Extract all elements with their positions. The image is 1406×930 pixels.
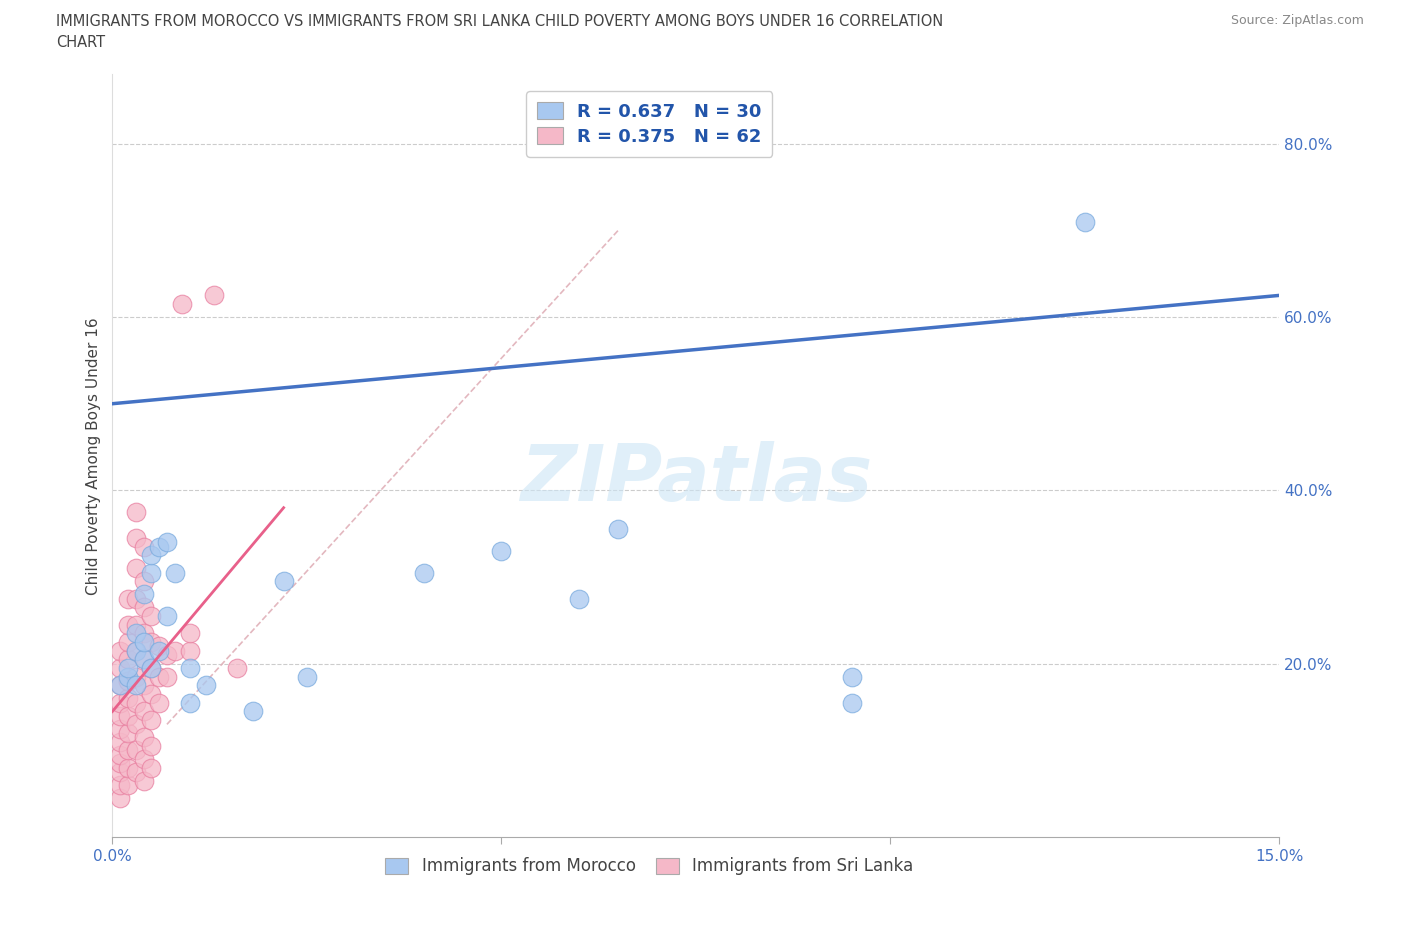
Point: [148, 539, 170, 554]
Point: [141, 548, 163, 563]
Point: [125, 644, 148, 658]
Point: [163, 565, 186, 580]
Point: [110, 790, 132, 805]
Point: [295, 670, 318, 684]
Point: [110, 678, 132, 693]
Point: [242, 704, 264, 719]
Point: [141, 660, 163, 675]
Point: [132, 652, 155, 667]
Point: [117, 725, 139, 740]
Point: [125, 531, 148, 546]
Point: [273, 574, 295, 589]
Point: [132, 773, 155, 788]
Point: [132, 678, 155, 693]
Point: [117, 673, 139, 688]
Point: [110, 777, 132, 792]
Point: [110, 722, 132, 737]
Point: [226, 660, 249, 675]
Y-axis label: Child Poverty Among Boys Under 16: Child Poverty Among Boys Under 16: [86, 317, 101, 594]
Point: [148, 696, 170, 711]
Point: [125, 717, 148, 732]
Point: [110, 660, 132, 675]
Point: [132, 652, 155, 667]
Point: [117, 743, 139, 758]
Point: [141, 660, 163, 675]
Point: [117, 777, 139, 792]
Point: [117, 660, 139, 675]
Point: [132, 626, 155, 641]
Point: [841, 670, 863, 684]
Point: [117, 691, 139, 706]
Point: [110, 747, 132, 762]
Point: [117, 709, 139, 724]
Point: [117, 652, 139, 667]
Point: [1074, 214, 1097, 229]
Point: [125, 696, 148, 711]
Point: [125, 626, 148, 641]
Text: Source: ZipAtlas.com: Source: ZipAtlas.com: [1230, 14, 1364, 27]
Point: [110, 678, 132, 693]
Point: [156, 670, 179, 684]
Point: [141, 565, 163, 580]
Point: [841, 696, 863, 711]
Point: [179, 660, 201, 675]
Point: [141, 634, 163, 649]
Point: [156, 535, 179, 550]
Point: [132, 634, 155, 649]
Point: [141, 608, 163, 623]
Point: [125, 764, 148, 779]
Point: [156, 608, 179, 623]
Point: [132, 574, 155, 589]
Point: [132, 730, 155, 745]
Point: [125, 505, 148, 520]
Point: [141, 712, 163, 727]
Point: [132, 539, 155, 554]
Point: [148, 644, 170, 658]
Point: [163, 644, 186, 658]
Point: [132, 751, 155, 766]
Point: [110, 644, 132, 658]
Point: [179, 696, 201, 711]
Point: [141, 686, 163, 701]
Point: [132, 600, 155, 615]
Text: ZIPatlas: ZIPatlas: [520, 441, 872, 516]
Point: [125, 561, 148, 576]
Point: [202, 288, 225, 303]
Point: [141, 738, 163, 753]
Text: CHART: CHART: [56, 35, 105, 50]
Point: [110, 709, 132, 724]
Point: [125, 644, 148, 658]
Point: [117, 591, 139, 606]
Point: [132, 587, 155, 602]
Point: [568, 591, 591, 606]
Point: [110, 735, 132, 750]
Point: [141, 760, 163, 775]
Point: [179, 626, 201, 641]
Point: [117, 634, 139, 649]
Point: [125, 591, 148, 606]
Point: [117, 760, 139, 775]
Point: [110, 756, 132, 771]
Point: [156, 647, 179, 662]
Point: [412, 565, 434, 580]
Point: [172, 297, 194, 312]
Point: [117, 618, 139, 632]
Point: [125, 743, 148, 758]
Point: [194, 678, 217, 693]
Point: [132, 704, 155, 719]
Legend: Immigrants from Morocco, Immigrants from Sri Lanka: Immigrants from Morocco, Immigrants from…: [378, 851, 921, 882]
Point: [125, 670, 148, 684]
Point: [148, 639, 170, 654]
Point: [117, 670, 139, 684]
Point: [607, 522, 630, 537]
Text: IMMIGRANTS FROM MOROCCO VS IMMIGRANTS FROM SRI LANKA CHILD POVERTY AMONG BOYS UN: IMMIGRANTS FROM MOROCCO VS IMMIGRANTS FR…: [56, 14, 943, 29]
Point: [110, 764, 132, 779]
Point: [110, 696, 132, 711]
Point: [491, 543, 513, 558]
Point: [125, 618, 148, 632]
Point: [125, 678, 148, 693]
Point: [148, 670, 170, 684]
Point: [179, 644, 201, 658]
